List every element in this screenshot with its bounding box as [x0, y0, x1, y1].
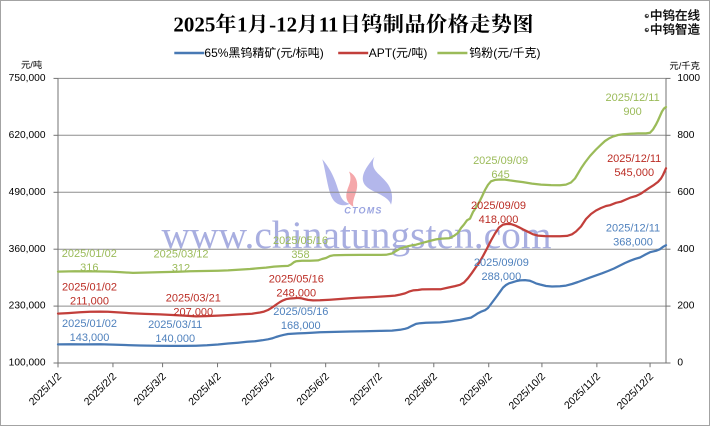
svg-text:/: / — [292, 46, 296, 60]
svg-text:645: 645 — [491, 169, 509, 181]
svg-text:0: 0 — [677, 358, 683, 369]
svg-text:): ) — [320, 46, 324, 60]
svg-text:248,000: 248,000 — [276, 288, 316, 300]
svg-text:2025/12/11: 2025/12/11 — [607, 153, 661, 165]
svg-text:316: 316 — [80, 262, 98, 274]
svg-text:2025/03/12: 2025/03/12 — [153, 248, 208, 260]
svg-text:1000: 1000 — [677, 73, 700, 84]
svg-text:/: / — [679, 61, 682, 71]
svg-text:143,000: 143,000 — [70, 332, 110, 344]
svg-text:APT(: APT( — [369, 46, 396, 60]
svg-text:100,000: 100,000 — [9, 358, 46, 369]
svg-text:358: 358 — [291, 249, 309, 261]
svg-text:900: 900 — [623, 106, 641, 118]
svg-text:168,000: 168,000 — [281, 320, 321, 332]
svg-text:/: / — [408, 46, 412, 60]
svg-text:65%: 65% — [204, 46, 228, 60]
svg-text:2025/12/11: 2025/12/11 — [606, 223, 660, 235]
svg-text:2025: 2025 — [173, 12, 215, 36]
svg-text:545,000: 545,000 — [614, 167, 654, 179]
svg-text:368,000: 368,000 — [613, 237, 653, 249]
svg-text:/: / — [509, 46, 513, 60]
svg-text:418,000: 418,000 — [479, 214, 519, 226]
svg-text:2025/09/09: 2025/09/09 — [473, 155, 528, 167]
svg-text:200: 200 — [677, 301, 694, 312]
svg-text:2025/12/11: 2025/12/11 — [605, 92, 659, 104]
svg-text:207,000: 207,000 — [173, 306, 213, 318]
svg-text:800: 800 — [677, 130, 694, 141]
svg-text:2025/05/16: 2025/05/16 — [273, 235, 328, 247]
svg-text:360,000: 360,000 — [9, 244, 46, 255]
svg-text:2025/01/02: 2025/01/02 — [62, 282, 117, 294]
svg-text:620,000: 620,000 — [9, 130, 46, 141]
svg-text:211,000: 211,000 — [70, 296, 109, 308]
svg-text:400: 400 — [677, 244, 694, 255]
svg-text:2025/05/16: 2025/05/16 — [273, 306, 328, 318]
svg-text:2025/05/16: 2025/05/16 — [269, 274, 324, 286]
svg-text:230,000: 230,000 — [9, 301, 46, 312]
svg-text:CTOMS: CTOMS — [344, 206, 382, 216]
svg-text:312: 312 — [172, 262, 190, 274]
svg-text:140,000: 140,000 — [155, 333, 195, 345]
svg-text:490,000: 490,000 — [9, 187, 46, 198]
svg-text:2025/09/09: 2025/09/09 — [471, 200, 526, 212]
svg-text:2025/09/09: 2025/09/09 — [474, 257, 529, 269]
svg-text:-12: -12 — [269, 12, 297, 36]
svg-text:288,000: 288,000 — [482, 271, 522, 283]
svg-text:1: 1 — [237, 12, 248, 36]
svg-text:2025/01/02: 2025/01/02 — [62, 248, 117, 260]
svg-text:(: ( — [276, 46, 280, 60]
svg-text:600: 600 — [677, 187, 694, 198]
svg-text:11: 11 — [319, 12, 339, 36]
svg-text:750,000: 750,000 — [9, 73, 46, 84]
svg-text:2025/03/21: 2025/03/21 — [166, 292, 221, 304]
svg-text:/: / — [30, 60, 33, 70]
svg-text:(: ( — [493, 46, 497, 60]
svg-text:2025/01/02: 2025/01/02 — [62, 318, 117, 330]
svg-text:2025/03/11: 2025/03/11 — [148, 319, 202, 331]
svg-text:): ) — [537, 46, 541, 60]
svg-text:): ) — [423, 46, 427, 60]
